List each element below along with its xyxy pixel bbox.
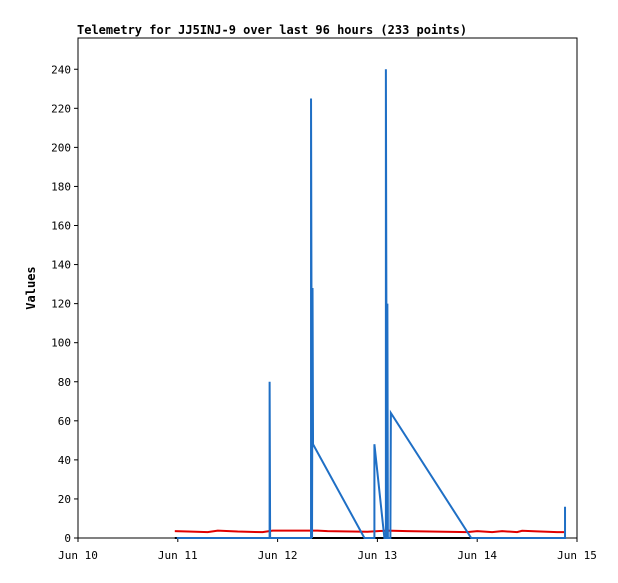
series-line bbox=[176, 69, 567, 539]
y-tick-label: 160 bbox=[51, 220, 71, 233]
x-tick-label: Jun 13 bbox=[358, 549, 398, 562]
y-tick-label: 20 bbox=[58, 493, 71, 506]
y-axis-label: Values bbox=[24, 266, 38, 309]
x-tick-label: Jun 10 bbox=[58, 549, 98, 562]
y-tick-label: 40 bbox=[58, 454, 71, 467]
series-line bbox=[174, 529, 565, 534]
y-tick-label: 140 bbox=[51, 259, 71, 272]
y-tick-label: 80 bbox=[58, 376, 71, 389]
y-tick-label: 0 bbox=[64, 532, 71, 545]
x-tick-label: Jun 15 bbox=[557, 549, 597, 562]
y-tick-label: 180 bbox=[51, 180, 71, 193]
y-tick-label: 200 bbox=[51, 141, 71, 154]
y-tick-label: 60 bbox=[58, 415, 71, 428]
y-tick-label: 220 bbox=[51, 102, 71, 115]
y-tick-label: 240 bbox=[51, 63, 71, 76]
y-tick-label: 120 bbox=[51, 298, 71, 311]
x-tick-label: Jun 12 bbox=[258, 549, 298, 562]
chart-title: Telemetry for JJ5INJ-9 over last 96 hour… bbox=[77, 23, 467, 37]
y-tick-label: 100 bbox=[51, 337, 71, 350]
x-tick-label: Jun 14 bbox=[457, 549, 497, 562]
plot-frame bbox=[77, 37, 578, 539]
x-tick-label: Jun 11 bbox=[158, 549, 198, 562]
